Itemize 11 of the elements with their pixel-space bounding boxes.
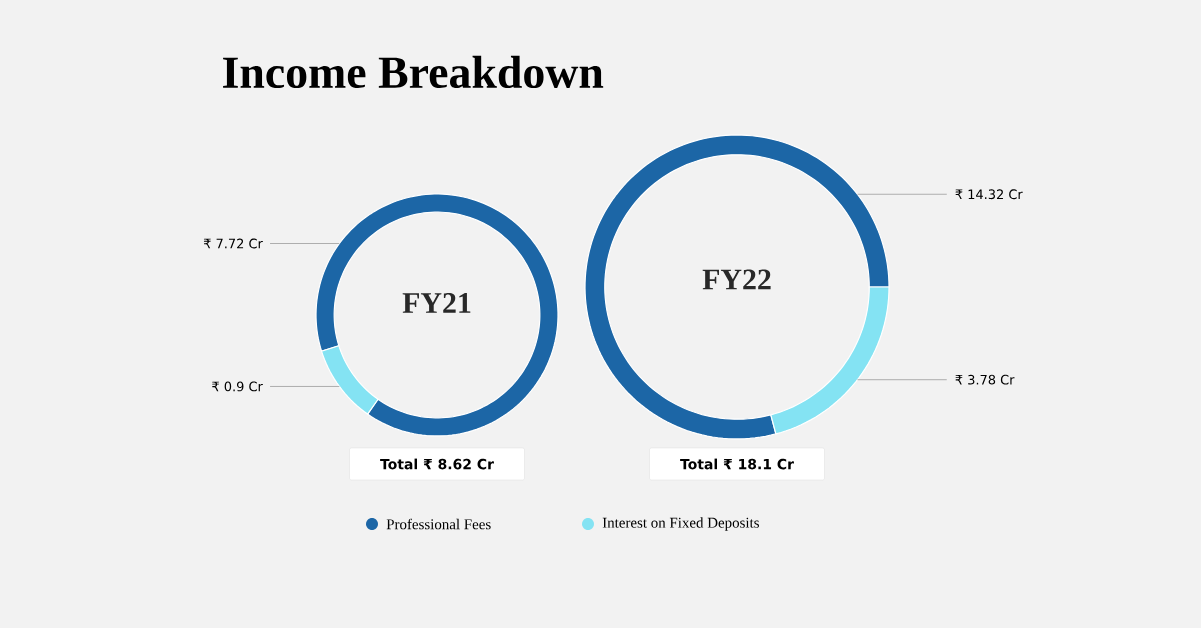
text: FY21 bbox=[402, 292, 471, 313]
data-label: ₹ 3.78 Cr bbox=[955, 374, 1015, 385]
text: FY22 bbox=[702, 269, 771, 290]
text: Total ₹ 8.62 Cr bbox=[380, 458, 494, 470]
data-label: ₹ 0.9 Cr bbox=[212, 381, 263, 392]
data-label: ₹ 7.72 Cr bbox=[203, 238, 263, 249]
data-label: ₹ 14.32 Cr bbox=[955, 189, 1023, 200]
legend-label: Professional Fees bbox=[386, 518, 491, 530]
legend-label: Interest on Fixed Deposits bbox=[602, 517, 759, 531]
text: Income Breakdown bbox=[223, 55, 604, 89]
text: Total ₹ 18.1 Cr bbox=[680, 458, 794, 470]
